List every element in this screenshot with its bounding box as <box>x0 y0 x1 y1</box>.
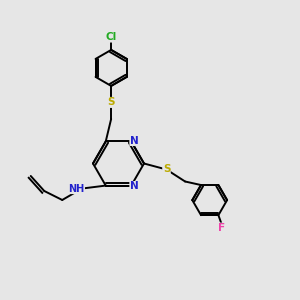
Text: S: S <box>163 164 170 175</box>
Text: N: N <box>130 136 139 146</box>
Text: S: S <box>107 98 115 107</box>
Text: NH: NH <box>68 184 85 194</box>
Text: F: F <box>218 223 225 233</box>
Text: N: N <box>130 182 139 191</box>
Text: Cl: Cl <box>106 32 117 42</box>
